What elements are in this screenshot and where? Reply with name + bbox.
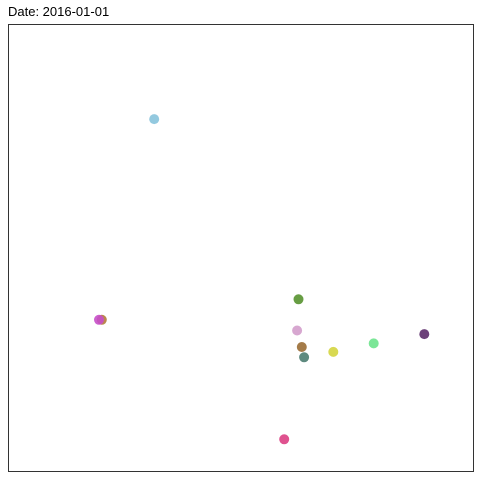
data-point-9 — [368, 338, 379, 349]
points-layer — [94, 114, 430, 445]
data-point-2 — [293, 294, 304, 305]
data-point-11 — [279, 434, 290, 445]
data-point-4 — [296, 342, 307, 352]
data-point-10 — [328, 346, 339, 357]
data-point-8 — [419, 329, 430, 340]
data-point-7 — [94, 314, 104, 325]
data-point-5 — [299, 352, 310, 363]
data-point-3 — [292, 325, 303, 336]
plot-panel-border — [8, 24, 474, 472]
chart-title: Date: 2016-01-01 — [8, 4, 110, 19]
data-point-1 — [149, 114, 160, 125]
